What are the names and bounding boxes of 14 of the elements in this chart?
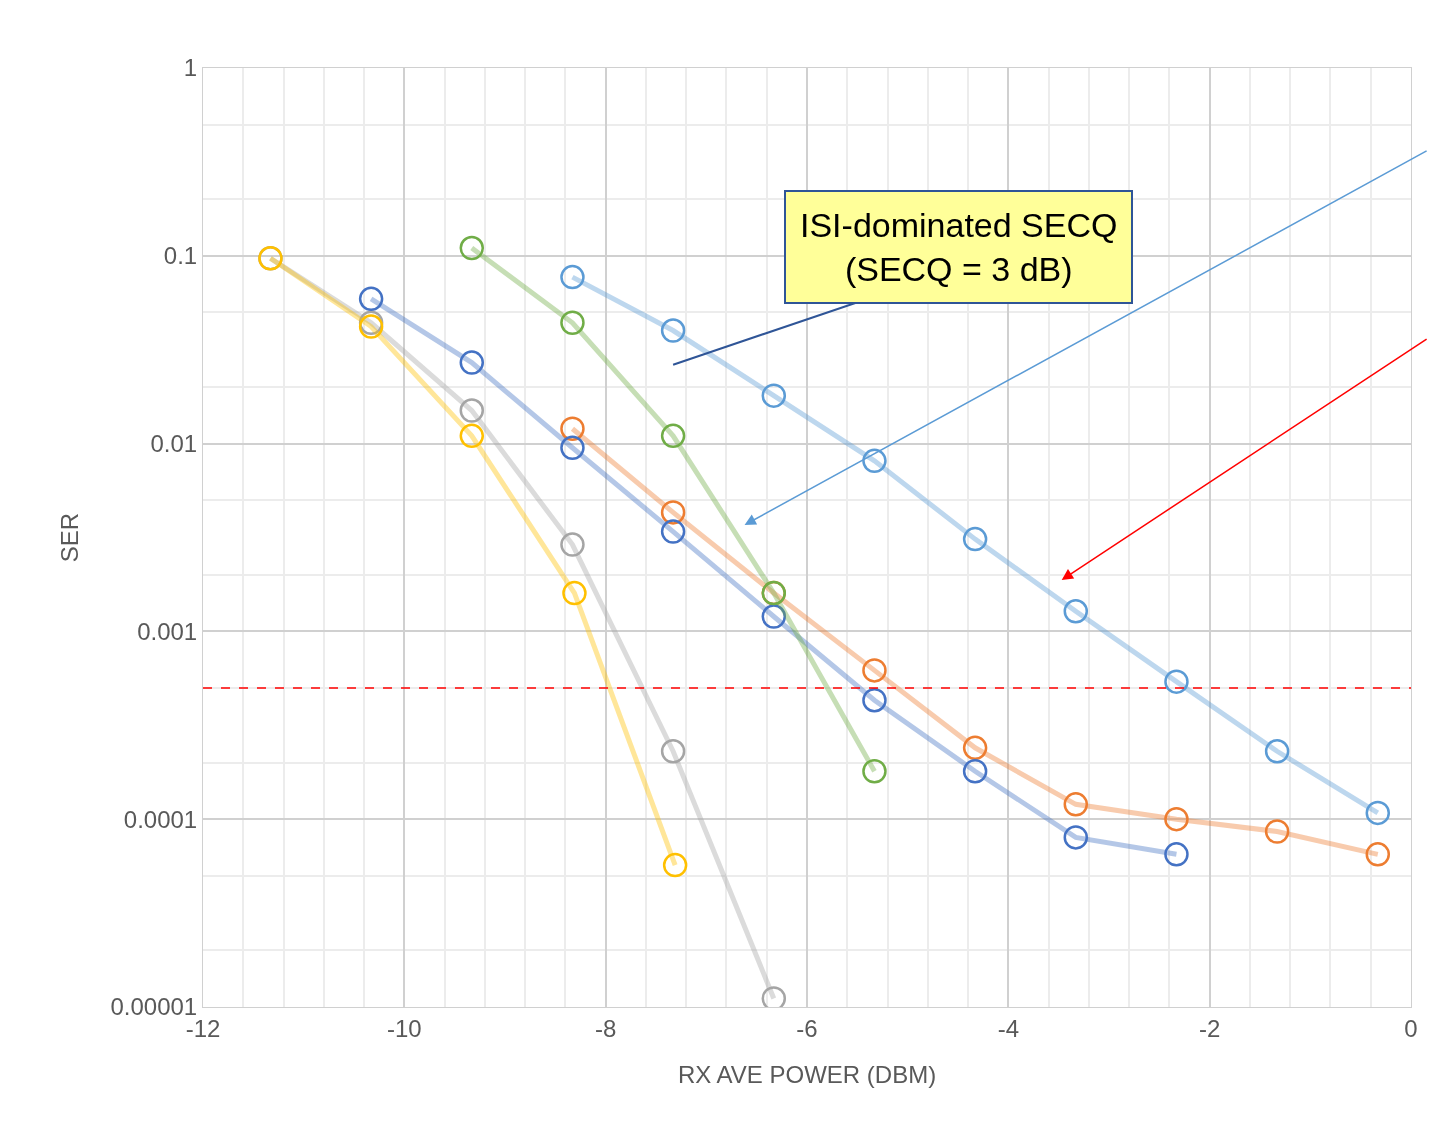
annotation: ISI-dominated SECQ (SECQ = 3 dB) xyxy=(800,206,1118,289)
x-axis-title: RX AVE POWER (DBM) xyxy=(677,1061,937,1089)
y-tick-label: 1 xyxy=(183,54,198,82)
y-tick-label: 0.01 xyxy=(150,430,198,457)
y-tick-label: 0.0001 xyxy=(123,805,198,833)
x-tick-label: 0 xyxy=(1404,1014,1418,1042)
x-tick-label: -2 xyxy=(1199,1014,1221,1042)
x-tick-label: -10 xyxy=(386,1014,422,1042)
x-tick-label: -6 xyxy=(796,1014,818,1042)
y-tick-label: 0.001 xyxy=(137,617,198,645)
x-tick-label: -8 xyxy=(595,1014,617,1042)
y-tick-label: 0.1 xyxy=(163,242,198,270)
x-tick-label: -4 xyxy=(997,1014,1019,1042)
y-axis-title: SER xyxy=(55,512,83,563)
